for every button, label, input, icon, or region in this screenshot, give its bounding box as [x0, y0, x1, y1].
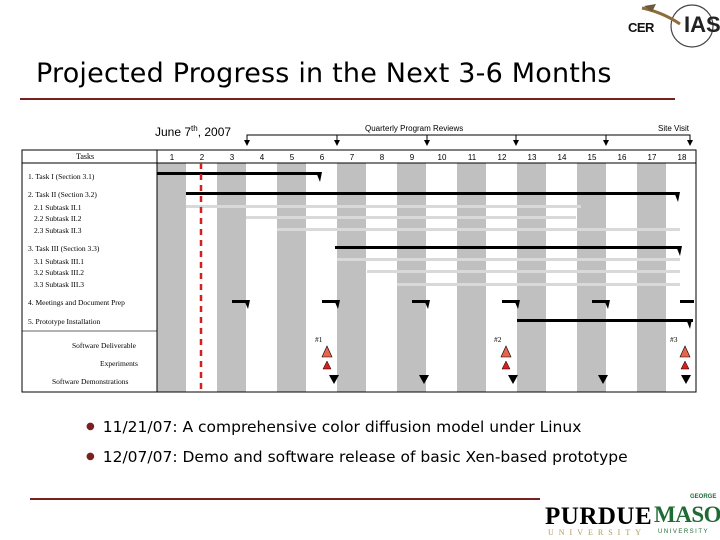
page-title: Projected Progress in the Next 3-6 Month…: [36, 58, 612, 89]
cerias-logo: [641, 4, 714, 48]
task-label: 1. Task I (Section 3.1): [28, 172, 95, 181]
month-number: 8: [379, 153, 385, 162]
bullet-icon: ●: [86, 421, 95, 432]
footer-divider: [30, 498, 540, 500]
task-label: 5. Prototype Installation: [28, 317, 101, 326]
month-number: 14: [557, 153, 567, 162]
month-number: 2: [199, 153, 205, 162]
logo-text: CER: [628, 20, 654, 35]
task-label: Software Demonstrations: [52, 377, 129, 386]
task-label: 3. Task III (Section 3.3): [28, 244, 100, 253]
site-visit-label: Site Visit: [658, 124, 689, 133]
month-number: 12: [497, 153, 507, 162]
month-number: 13: [527, 153, 537, 162]
task-label: 2. Task II (Section 3.2): [28, 190, 97, 199]
deliverable-label: #1: [315, 335, 323, 344]
mason-subtitle: UNIVERSITY: [658, 529, 710, 535]
title-divider: [20, 98, 675, 100]
month-number: 16: [617, 153, 627, 162]
task-label: 4. Meetings and Document Prep: [28, 298, 125, 307]
task-label: 2.1 Subtask II.1: [34, 203, 82, 212]
task-label: 2.2 Subtask II.2: [34, 214, 82, 223]
milestone-item: ● 11/21/07: A comprehensive color diffusi…: [86, 418, 582, 436]
month-number: 18: [677, 153, 687, 162]
month-number: 3: [229, 153, 235, 162]
task-label: 2.3 Subtask II.3: [34, 226, 82, 235]
month-number: 10: [437, 153, 447, 162]
task-label: Experiments: [100, 359, 138, 368]
mason-top: GEORGE: [690, 494, 717, 500]
task-label: 3.3 Subtask III.3: [34, 280, 84, 289]
milestone-item: ● 12/07/07: Demo and software release of …: [86, 448, 628, 466]
purdue-logo: PURDUE: [545, 503, 653, 530]
month-number: 11: [467, 153, 477, 162]
task-label: 3.2 Subtask III.2: [34, 268, 84, 277]
month-number: 6: [319, 153, 325, 162]
purdue-subtitle: UNIVERSITY: [548, 528, 646, 537]
current-date-label: June 7th, 2007: [155, 124, 232, 139]
logo-suffix: IAS: [684, 12, 720, 37]
quarterly-reviews-label: Quarterly Program Reviews: [365, 124, 464, 133]
month-number: 17: [647, 153, 657, 162]
month-number: 7: [349, 153, 355, 162]
milestone-list: ● 11/21/07: A comprehensive color diffusi…: [86, 418, 628, 478]
tasks-header: Tasks: [76, 152, 95, 161]
month-number: 5: [289, 153, 295, 162]
month-number: 15: [587, 153, 597, 162]
deliverable-label: #2: [494, 335, 502, 344]
deliverable-label: #3: [670, 335, 678, 344]
month-number: 1: [169, 153, 175, 162]
bullet-icon: ●: [86, 451, 95, 462]
task-label: Software Deliverable: [72, 341, 136, 350]
mason-logo: MASON: [654, 502, 720, 527]
month-columns: [157, 163, 666, 392]
month-number: 9: [409, 153, 415, 162]
task-label: 3.1 Subtask III.1: [34, 257, 84, 266]
month-number: 4: [259, 153, 265, 162]
